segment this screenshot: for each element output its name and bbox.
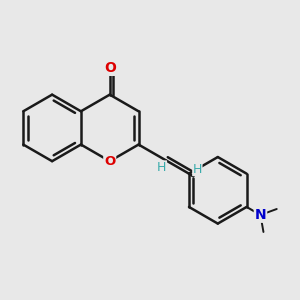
Text: H: H [193, 163, 202, 176]
Text: O: O [104, 155, 116, 168]
Text: H: H [157, 161, 167, 174]
Text: O: O [104, 61, 116, 75]
Text: N: N [255, 208, 266, 222]
